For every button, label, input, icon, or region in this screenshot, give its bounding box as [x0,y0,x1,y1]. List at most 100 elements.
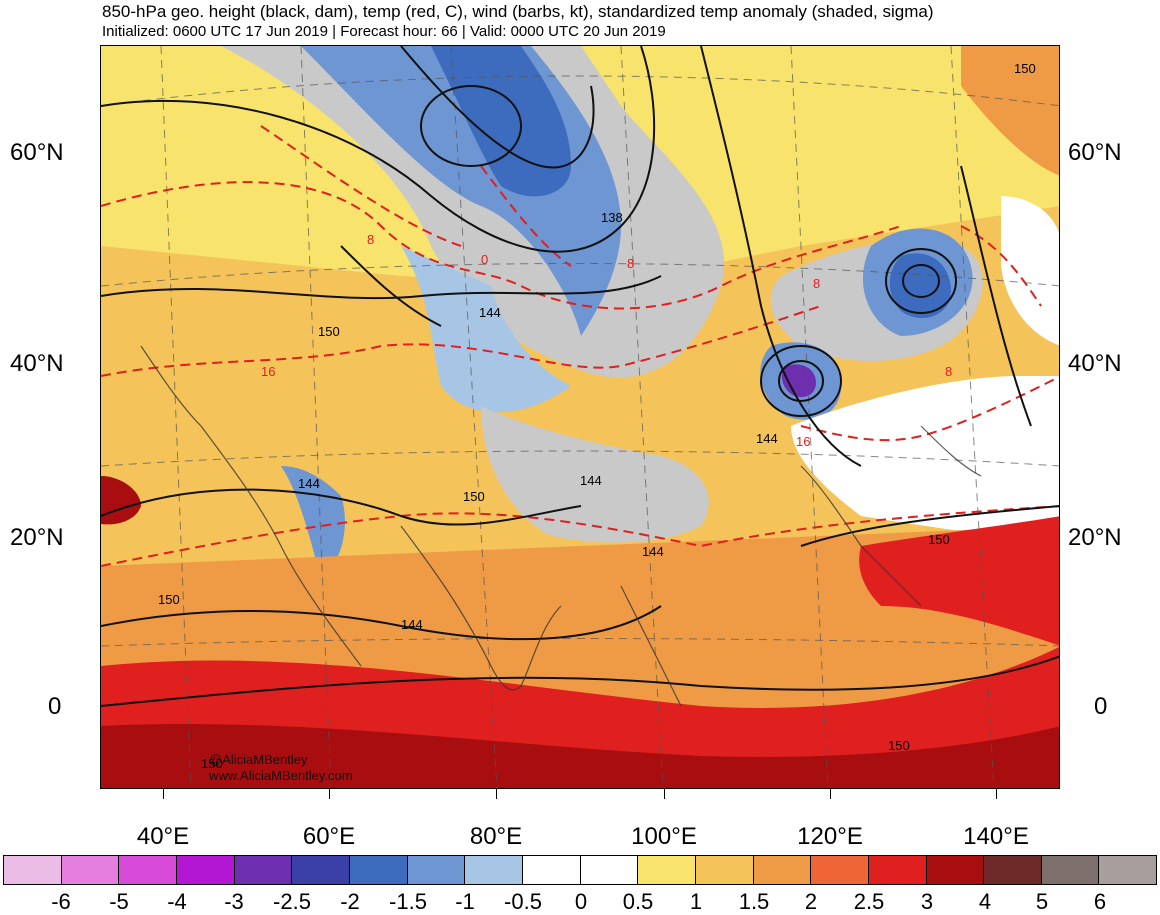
temp-label: 0 [481,252,489,267]
lat-label-right-60n: 60°N [1068,139,1122,166]
temperature-contours [101,125,1059,567]
lon-label-60e: 60°E [302,823,356,850]
lon-tick [830,789,831,799]
colorbar-label: -5 [109,889,129,914]
colorbar-label: 6 [1093,889,1107,914]
anomaly-cold-arabia [281,466,345,576]
colorbar-swatch [753,856,812,884]
height-label: 150 [463,489,485,504]
anomaly-warm-northeast [961,46,1059,176]
temp-label: 16 [796,434,811,449]
colorbar-label: 5 [1035,889,1049,914]
credit-website: www.AliciaMBentley.com [209,768,353,783]
colorbar-swatch [984,856,1042,884]
height-label: 150 [318,324,340,339]
colorbar-swatch [349,856,408,884]
anomaly-cold-manchuria-core [889,253,951,319]
lon-tick [496,789,497,799]
colorbar-label: -1 [455,889,475,914]
anomaly-neutral-northeast [1001,196,1059,346]
lat-label-right-40n: 40°N [1068,350,1122,377]
chart-subtitle: Initialized: 0600 UTC 17 Jun 2019 | Fore… [102,23,666,40]
colorbar-swatch [1099,856,1157,884]
colorbar-swatch [465,856,523,884]
lon-tick [329,789,330,799]
colorbar-swatch [61,856,120,884]
lat-label-right-20n: 20°N [1068,524,1122,551]
colorbar-swatch [234,856,293,884]
anomaly-cold-core [431,46,571,197]
anomaly-gray-tibet [481,406,709,543]
map-canvas [101,46,1059,788]
temp-label: 8 [627,256,635,271]
colorbar-swatch [926,856,985,884]
anomaly-neutral-east [791,376,1059,546]
colorbar-swatch [1041,856,1100,884]
colorbar-label: -2 [340,889,360,914]
colorbar-swatch [868,856,927,884]
graticule [101,46,1059,788]
colorbar-label: 3 [920,889,934,914]
lat-label-right-0: 0 [1094,693,1108,720]
height-label: 144 [642,544,664,559]
height-label: 144 [580,473,602,488]
colorbar-swatch [292,856,350,884]
colorbar-label: -0.5 [504,889,542,914]
colorbar-swatch [638,856,696,884]
temp-label: 8 [813,276,821,291]
lat-label-left-60n: 60°N [10,139,64,166]
colorbar-swatch [695,856,754,884]
lon-label-140e: 140°E [963,823,1029,850]
colorbar-label: 1.5 [738,889,770,914]
lon-label-80e: 80°E [469,823,523,850]
lon-tick [996,789,997,799]
height-label: 150 [158,592,180,607]
colorbar-label: 2 [804,889,818,914]
height-label: 150 [928,532,950,547]
height-contours [101,46,1059,707]
colorbar-label: 4 [978,889,992,914]
lat-label-left-40n: 40°N [10,350,64,377]
anomaly-very-hot-equator [101,724,1059,788]
height-label: 150 [888,738,910,753]
lon-label-100e: 100°E [631,823,697,850]
colorbar-label: -1.5 [389,889,427,914]
lat-label-left-0: 0 [48,693,62,720]
height-label: 144 [479,305,501,320]
height-label: 144 [298,476,320,491]
lon-label-40e: 40°E [136,823,190,850]
lon-tick [163,789,164,799]
height-label: 144 [756,431,778,446]
chart-title: 850-hPa geo. height (black, dam), temp (… [102,2,934,21]
colorbar-swatch [522,856,581,884]
height-label: 138 [601,210,623,225]
colorbar-label: -4 [167,889,187,914]
colorbar-label: -3 [224,889,244,914]
height-label: 150 [1014,61,1036,76]
anomaly-colorbar [3,855,1157,885]
colorbar-label: 0.5 [622,889,654,914]
weather-map: 150 138 144 150 144 150 144 144 144 150 … [100,45,1060,789]
anomaly-hot-pacific [859,516,1059,646]
colorbar-label: 2.5 [853,889,885,914]
coastlines [140,345,982,707]
colorbar-swatch [119,856,177,884]
colorbar-label: -6 [51,889,71,914]
colorbar-swatch [407,856,466,884]
colorbar-label: 1 [689,889,703,914]
colorbar-swatch [580,856,639,884]
temp-label: 16 [261,364,276,379]
temp-label: 8 [367,232,375,247]
colorbar-label: -2.5 [273,889,311,914]
credit-twitter: @AliciaMBentley [209,752,308,767]
colorbar-swatch [811,856,869,884]
colorbar-swatch [4,856,62,884]
lon-tick [664,789,665,799]
height-label: 150 [201,756,223,771]
lon-label-120e: 120°E [797,823,863,850]
lat-label-left-20n: 20°N [10,524,64,551]
temp-label: 8 [945,364,953,379]
anomaly-cold-central [401,246,571,413]
colorbar-label: 0 [574,889,588,914]
height-label: 144 [401,617,423,632]
